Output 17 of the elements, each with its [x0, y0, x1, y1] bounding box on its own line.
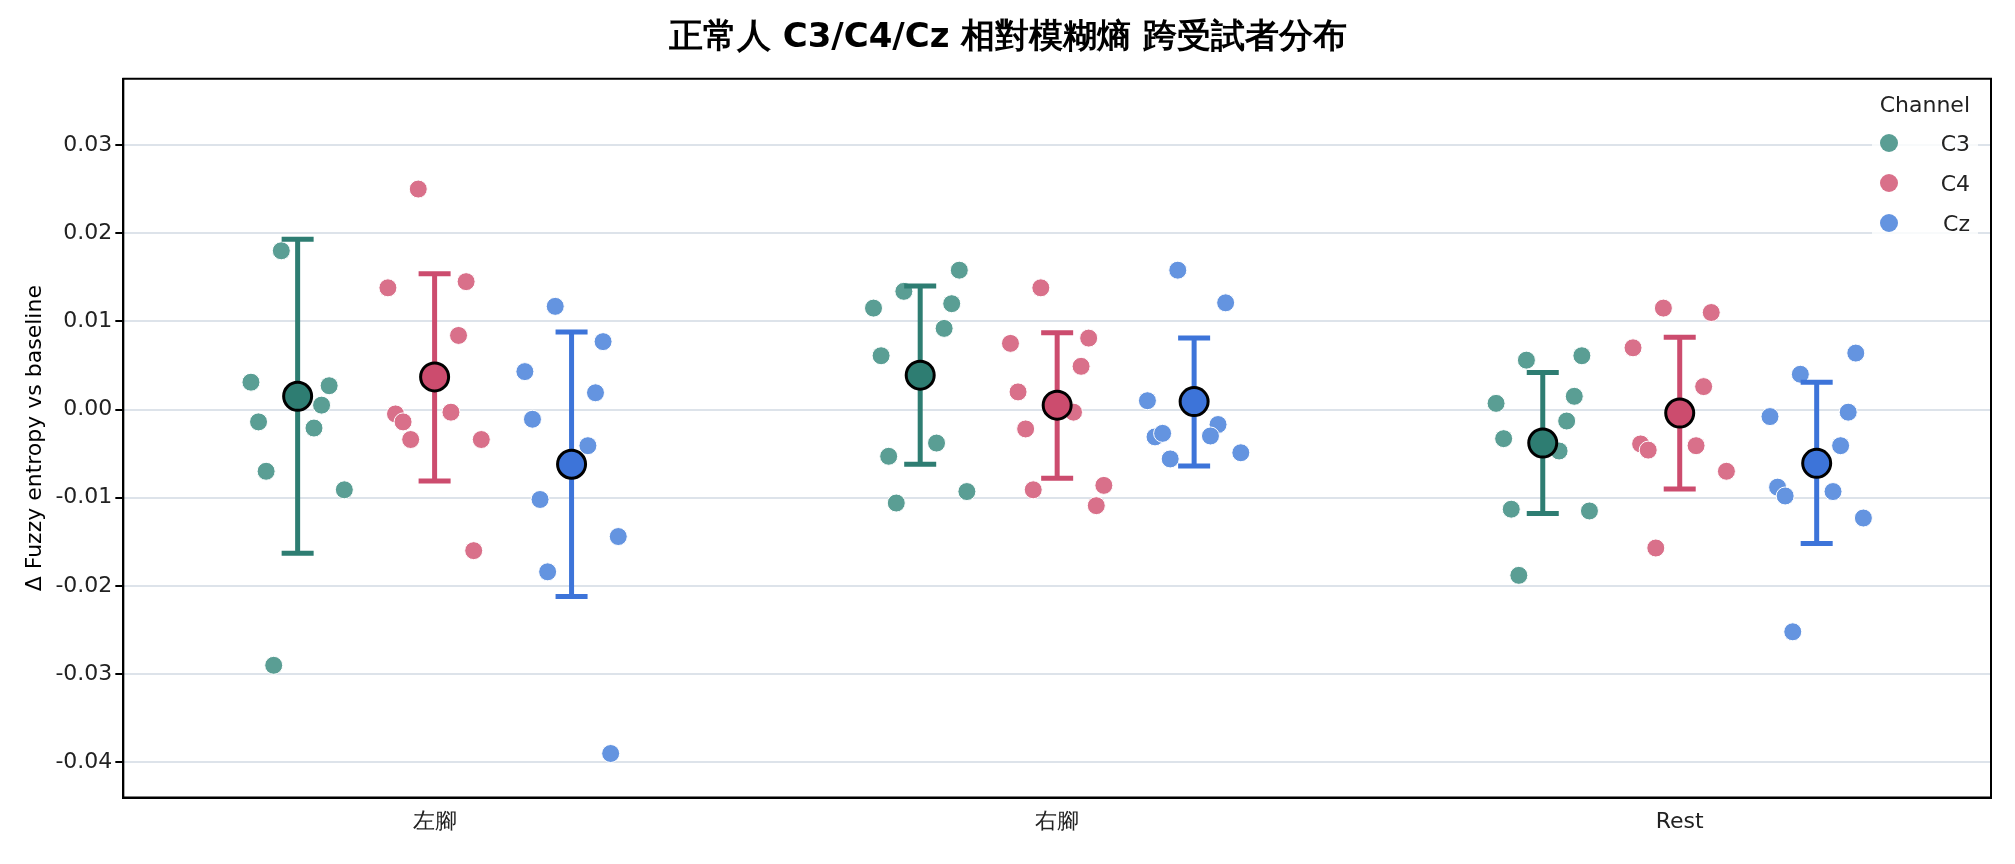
chart-title: 正常人 C3/C4/Cz 相對模糊熵 跨受試者分布: [667, 15, 1348, 56]
y-tick-label: -0.04: [55, 748, 113, 774]
y-tick-label: -0.01: [55, 483, 113, 509]
y-tick-label: -0.03: [55, 659, 113, 685]
x-tick-label: 左腳: [412, 807, 457, 833]
legend-title: Channel: [1879, 92, 1970, 117]
y-tick-label: 0.03: [63, 130, 113, 156]
legend-label: Cz: [1943, 210, 1970, 236]
x-tick-label: Rest: [1655, 807, 1705, 833]
y-tick-label: 0.00: [63, 395, 113, 421]
x-tick-label: 右腳: [1035, 807, 1080, 833]
y-tick-label: 0.01: [63, 307, 113, 333]
y-tick-label: 0.02: [63, 218, 113, 244]
y-tick-label: -0.02: [55, 571, 113, 597]
legend-label: C3: [1940, 130, 1970, 156]
y-axis-title: Δ Fuzzy entropy vs baseline: [20, 285, 46, 592]
legend-label: C4: [1940, 170, 1970, 196]
